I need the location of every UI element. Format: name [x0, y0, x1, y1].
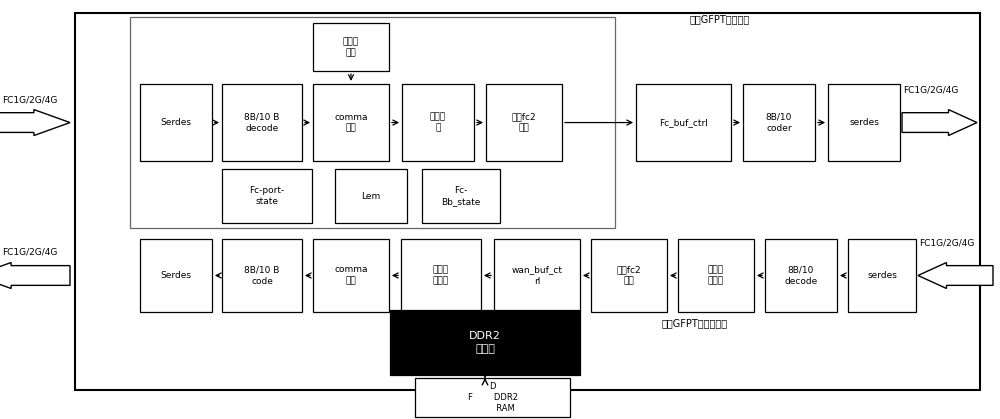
Bar: [636, 84, 731, 161]
Text: Serdes: Serdes: [161, 271, 192, 280]
Text: Lem: Lem: [361, 191, 381, 201]
Text: FC1G/2G/4G: FC1G/2G/4G: [919, 238, 974, 247]
Bar: [130, 17, 615, 228]
Text: 上行fc2
处理: 上行fc2 处理: [512, 113, 536, 132]
Polygon shape: [918, 262, 993, 288]
Text: wan_buf_ct
rl: wan_buf_ct rl: [512, 266, 562, 285]
Text: 8B/10
coder: 8B/10 coder: [766, 113, 792, 132]
Bar: [402, 84, 474, 161]
Text: 8B/10
decode: 8B/10 decode: [784, 266, 818, 285]
Text: 下行速
率适配: 下行速 率适配: [433, 266, 449, 285]
Bar: [678, 239, 754, 312]
Bar: [591, 239, 667, 312]
Text: comma
检测: comma 检测: [334, 266, 368, 285]
Bar: [765, 239, 837, 312]
Text: Fc_buf_ctrl: Fc_buf_ctrl: [659, 118, 708, 127]
Bar: [401, 239, 481, 312]
Text: 下行速
率适配: 下行速 率适配: [708, 266, 724, 285]
Bar: [494, 239, 580, 312]
Bar: [828, 84, 900, 161]
Bar: [313, 239, 389, 312]
Polygon shape: [902, 109, 977, 136]
Bar: [415, 378, 570, 417]
Text: 8B/10 B
code: 8B/10 B code: [244, 266, 280, 285]
Text: 发往GFPT映射模块: 发往GFPT映射模块: [690, 14, 750, 24]
Bar: [565, 239, 970, 381]
Bar: [140, 239, 212, 312]
Polygon shape: [0, 109, 70, 136]
Text: Serdes: Serdes: [161, 118, 192, 127]
Bar: [486, 84, 562, 161]
Bar: [140, 84, 212, 161]
Text: D
F        DDR2
          RAM: D F DDR2 RAM: [468, 382, 518, 413]
Polygon shape: [0, 262, 70, 288]
Text: 来自GFPT解映射模块: 来自GFPT解映射模块: [662, 318, 728, 328]
Text: Fc-
Bb_state: Fc- Bb_state: [441, 186, 481, 206]
Text: 8B/10 B
decode: 8B/10 B decode: [244, 113, 280, 132]
Bar: [313, 84, 389, 161]
Text: 速率适
配: 速率适 配: [430, 113, 446, 132]
Bar: [222, 239, 302, 312]
Text: 字同步
检测: 字同步 检测: [343, 37, 359, 57]
Bar: [848, 239, 916, 312]
Bar: [743, 84, 815, 161]
Bar: [313, 23, 389, 71]
Text: FC1G/2G/4G: FC1G/2G/4G: [903, 85, 958, 94]
Bar: [335, 169, 407, 223]
Text: comma
检测: comma 检测: [334, 113, 368, 132]
Text: FC1G/2G/4G: FC1G/2G/4G: [2, 248, 57, 257]
Text: serdes: serdes: [849, 118, 879, 127]
Bar: [390, 310, 580, 375]
Text: Fc-port-
state: Fc-port- state: [249, 186, 285, 206]
Bar: [422, 169, 500, 223]
Text: serdes: serdes: [867, 271, 897, 280]
Bar: [222, 84, 302, 161]
Text: 下行fc2
处理: 下行fc2 处理: [617, 266, 641, 285]
Bar: [615, 17, 970, 228]
Bar: [222, 169, 312, 223]
Text: FC1G/2G/4G: FC1G/2G/4G: [2, 95, 57, 104]
Text: DDR2
控制器: DDR2 控制器: [469, 331, 501, 354]
